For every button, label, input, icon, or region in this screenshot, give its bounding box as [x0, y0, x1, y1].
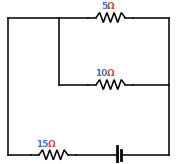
- Text: Ω: Ω: [107, 2, 115, 11]
- Text: 10: 10: [95, 69, 107, 78]
- Text: Ω: Ω: [48, 140, 56, 149]
- Text: 5: 5: [101, 2, 107, 11]
- Text: 15: 15: [36, 140, 48, 149]
- Text: Ω: Ω: [107, 69, 115, 78]
